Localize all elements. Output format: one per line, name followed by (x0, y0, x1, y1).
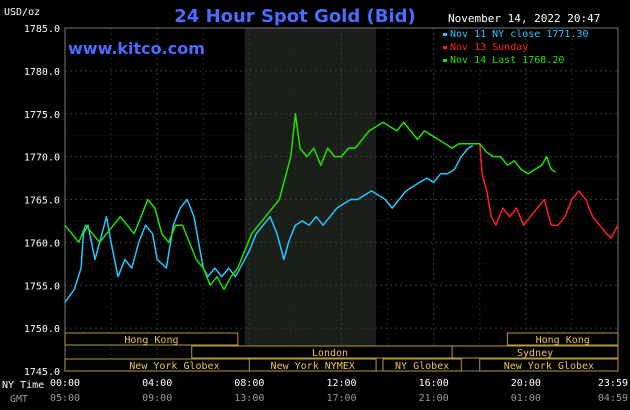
legend-swatch (443, 59, 447, 62)
series-line (463, 143, 619, 239)
session-label: NY Globex (395, 361, 449, 372)
y-tick-label: 1775.0 (24, 110, 60, 121)
session-bar (479, 358, 619, 372)
legend: Nov 11 NY close 1771.30 Nov 13 Sunday Nov … (443, 29, 588, 66)
y-tick-label: 1765.0 (24, 196, 60, 207)
session-bars: Hong Kong London New York Globex New York N… (64, 332, 619, 372)
y-tick-label: 1755.0 (24, 281, 60, 292)
chart-title: 24 Hour Spot Gold (Bid) (174, 6, 415, 27)
legend-entry: Nov 13 Sunday (450, 42, 528, 53)
y-tick-label: 1770.0 (24, 153, 60, 164)
x-tick-gmt: 05:00 (50, 393, 80, 404)
y-tick-label: 1750.0 (24, 324, 60, 335)
y-tick-label: 1745.0 (24, 367, 60, 378)
session-label: New York Globex (504, 361, 594, 372)
series-lines (64, 113, 619, 303)
session-bar (451, 345, 619, 359)
x-tick-ny: 16:00 (419, 378, 449, 389)
legend-swatch (443, 33, 447, 36)
series-line (64, 113, 557, 291)
x-tick-gmt: 09:00 (142, 393, 172, 404)
session-label: Sydney (517, 348, 553, 359)
y-axis-ticks: 1785.0 1780.0 1775.0 1770.0 1765.0 1760.0 1755… (24, 24, 60, 378)
session-label: Hong Kong (536, 335, 590, 346)
session-bar (382, 358, 462, 372)
legend-entry: Nov 11 NY close 1771.30 (450, 29, 588, 40)
x-row-label-ny: NY Time (2, 380, 44, 391)
legend-entry: Nov 14 Last 1768.20 (450, 55, 564, 66)
y-tick-label: 1760.0 (24, 238, 60, 249)
x-tick-gmt: 17:00 (326, 393, 356, 404)
session-label: London (312, 348, 348, 359)
site-label: www.kitco.com (68, 39, 205, 58)
x-tick-gmt: 21:00 (419, 393, 449, 404)
y-axis-unit: USD/oz (4, 7, 40, 18)
x-row-label-gmt: GMT (10, 394, 28, 405)
date-label: November 14, 2022 20:47 (448, 12, 600, 25)
x-tick-ny: 23:59 (598, 378, 628, 389)
session-bar (248, 358, 377, 372)
legend-swatch (443, 46, 447, 49)
session-label: New York Globex (129, 361, 219, 372)
x-tick-ny: 04:00 (142, 378, 172, 389)
session-label: New York NYMEX (271, 361, 355, 372)
y-tick-label: 1780.0 (24, 67, 60, 78)
x-tick-ny: 08:00 (234, 378, 264, 389)
session-bar (64, 332, 239, 346)
session-label: Hong Kong (124, 335, 178, 346)
x-tick-ny: 20:00 (511, 378, 541, 389)
x-tick-gmt: 04:59 (598, 393, 628, 404)
x-tick-gmt: 01:00 (511, 393, 541, 404)
x-tick-ny: 00:00 (50, 378, 80, 389)
series-line (64, 144, 474, 303)
x-axis-ticks: 00:00 05:00 04:00 09:00 08:00 13:00 12:00 17:00… (2, 378, 628, 405)
session-bar (506, 332, 619, 346)
x-tick-ny: 12:00 (326, 378, 356, 389)
x-tick-gmt: 13:00 (234, 393, 264, 404)
y-tick-label: 1785.0 (24, 24, 60, 35)
